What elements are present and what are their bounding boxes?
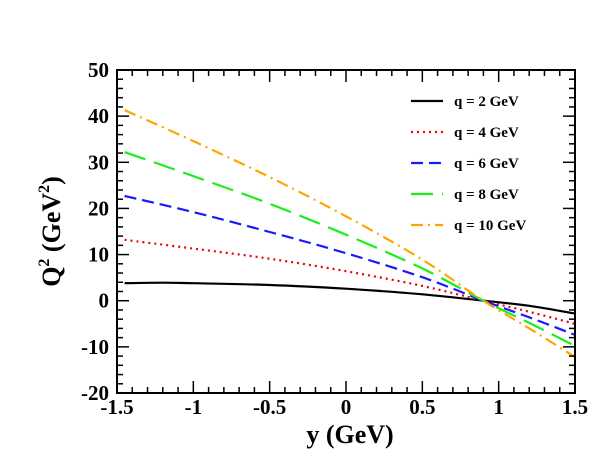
series-line-3 bbox=[124, 194, 576, 336]
series-line-5 bbox=[124, 109, 576, 358]
legend-label: q = 2 GeV bbox=[454, 94, 519, 110]
y-tick-label: 50 bbox=[88, 58, 109, 82]
y-tick-label: -10 bbox=[81, 335, 109, 359]
y-axis-title-base: Q bbox=[37, 267, 66, 287]
y-axis-title-base-sup: 2 bbox=[36, 259, 53, 267]
legend-label: q = 6 GeV bbox=[454, 156, 519, 172]
x-tick-label: -0.5 bbox=[253, 395, 286, 419]
legend: q = 2 GeV q = 4 GeV q = 6 GeV q = 8 GeV q = … bbox=[411, 94, 526, 234]
y-tick-label: 10 bbox=[88, 243, 109, 267]
curves-layer bbox=[124, 109, 576, 358]
x-axis-title: y (GeV) bbox=[306, 420, 393, 449]
x-axis-ticks: -1.5 -1 -0.5 0 0.5 1 1.5 bbox=[100, 70, 588, 419]
x-tick-label: 0 bbox=[341, 395, 352, 419]
series-line-4 bbox=[124, 151, 576, 347]
y-tick-label: 40 bbox=[88, 104, 109, 128]
x-tick-label: 1.5 bbox=[562, 395, 588, 419]
y-axis-title-unit-sup: 2 bbox=[36, 185, 53, 193]
x-tick-label: -1 bbox=[185, 395, 203, 419]
y-axis-title-unit-open: (GeV bbox=[37, 193, 66, 259]
series-line-1 bbox=[124, 281, 576, 315]
y-tick-label: 0 bbox=[99, 289, 110, 313]
x-tick-label: -1.5 bbox=[100, 395, 133, 419]
legend-label: q = 4 GeV bbox=[454, 125, 519, 141]
x-tick-label: 0.5 bbox=[409, 395, 435, 419]
y-tick-label: 30 bbox=[88, 150, 109, 174]
y-tick-label: -20 bbox=[81, 381, 109, 405]
legend-label: q = 10 GeV bbox=[454, 218, 526, 234]
y-axis-ticks: -20 -10 0 10 20 30 40 50 bbox=[81, 58, 575, 405]
y-axis-title-unit-close: ) bbox=[37, 176, 66, 185]
series-line-2 bbox=[124, 238, 576, 325]
x-tick-label: 1 bbox=[493, 395, 504, 419]
y-axis-title: Q2 (GeV2) bbox=[36, 176, 66, 287]
legend-label: q = 8 GeV bbox=[454, 187, 519, 203]
y-tick-label: 20 bbox=[88, 196, 109, 220]
